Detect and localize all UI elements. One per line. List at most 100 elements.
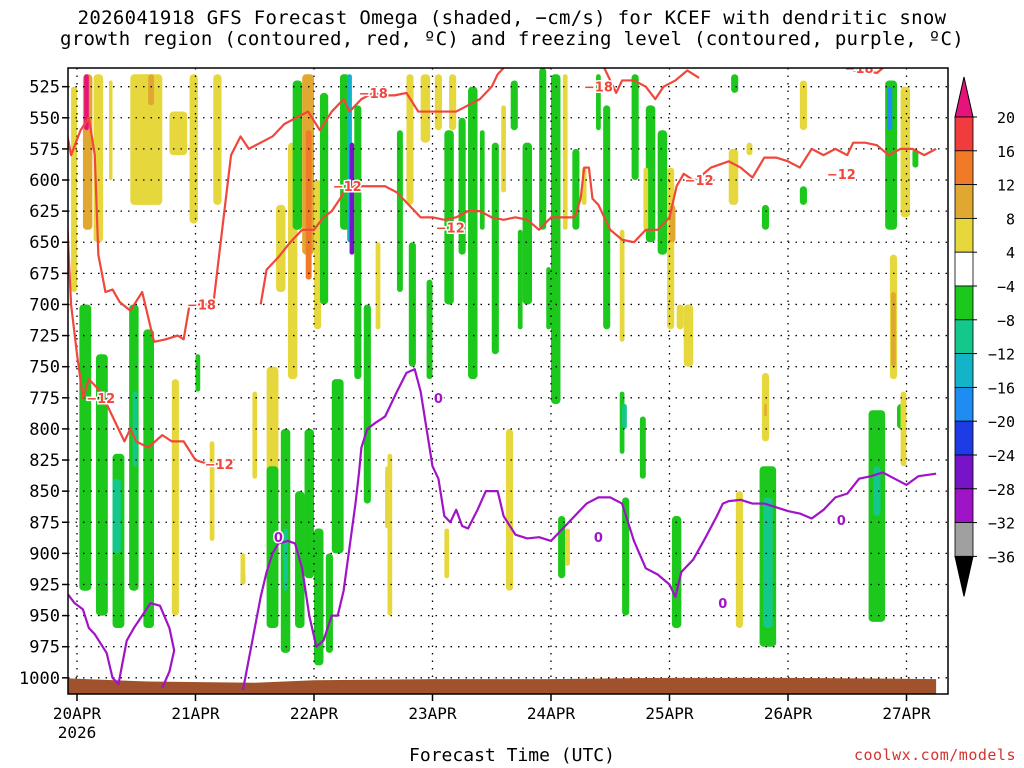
chart-title-line-2: growth region (contoured, red, ºC) and f…: [60, 28, 964, 50]
omega-shade-cell: [505, 428, 514, 591]
dendritic-contour-line: [603, 68, 700, 101]
colorbar-label: 12: [997, 177, 1015, 195]
omega-shade-cell: [266, 466, 279, 629]
colorbar-label: −32: [988, 515, 1015, 533]
omega-shade-cell: [799, 186, 807, 205]
colorbar-label: 4: [1006, 244, 1015, 262]
omega-shade-cell: [676, 304, 684, 330]
omega-shade-cell: [444, 528, 450, 579]
x-tick-label: 25APR: [645, 704, 694, 723]
freezing-level-contour-label: 0: [718, 597, 727, 612]
omega-shade-cell: [491, 142, 499, 355]
colorbar-label: 8: [1006, 210, 1015, 228]
dendritic-contour-label: −12: [205, 458, 234, 473]
y-tick-label: 875: [29, 513, 60, 533]
colorbar-top-arrow: [954, 76, 974, 118]
omega-shade-cell: [385, 466, 390, 529]
omega-shade-cell: [619, 229, 625, 342]
omega-shade-cell: [209, 441, 215, 541]
omega-shade-cell: [213, 74, 222, 205]
y-tick-label: 950: [29, 607, 60, 627]
omega-shade-cell: [622, 497, 630, 616]
colorbar-bin: [954, 217, 974, 253]
x-tick-label: 23APR: [408, 704, 457, 723]
omega-shade-cell: [539, 68, 547, 230]
omega-shade-cell: [444, 130, 454, 305]
dendritic-contour-line: [68, 216, 220, 465]
omega-shade-cell: [71, 86, 77, 293]
x-axis: 20APR 21APR 22APR 23APR 24APR 25APR 26APR 27APR…: [53, 694, 931, 742]
omega-shade-cell: [799, 80, 807, 131]
omega-shade-cell: [900, 391, 907, 467]
plot-frame: [67, 67, 949, 695]
omega-shade-cell: [761, 204, 770, 230]
omega-shade-cell: [304, 428, 314, 579]
omega-shade-cell: [522, 142, 533, 305]
colorbar-label: 20: [997, 109, 1015, 127]
y-tick-label: 925: [29, 575, 60, 595]
omega-shade-cell: [276, 204, 286, 293]
colorbar-label: −4: [997, 278, 1015, 296]
colorbar-legend: 20 16 12 8 4 −4 −8 −12 −16 −20 −24 −28 −32 −36: [954, 76, 1015, 597]
colorbar-label: −16: [988, 379, 1015, 397]
x-axis-label: Forecast Time (UTC): [409, 745, 615, 766]
colorbar-label: −36: [988, 548, 1015, 566]
freezing-level-contour-line: [241, 368, 937, 691]
omega-shade-cell: [887, 86, 893, 131]
omega-shade-cell: [314, 528, 324, 666]
omega-shade-cell: [728, 148, 739, 205]
y-tick-label: 550: [29, 109, 60, 129]
y-tick-label: 775: [29, 389, 60, 409]
colorbar-bin: [954, 488, 974, 523]
omega-shade-cell: [891, 292, 896, 367]
omega-shade-cell: [171, 379, 179, 616]
omega-shade-cell: [375, 242, 381, 330]
omega-shade-cell: [735, 491, 743, 629]
colorbar-label: −8: [997, 312, 1015, 330]
colorbar-bin: [954, 116, 974, 152]
ground-surface: [68, 677, 937, 694]
omega-shade-cell: [79, 304, 92, 591]
dendritic-contour-label: −18: [584, 81, 613, 96]
colorbar-bin: [954, 353, 974, 388]
dendritic-contour-label: −12: [827, 168, 856, 183]
colorbar-label: −24: [988, 447, 1015, 465]
omega-shade-cell: [95, 354, 108, 616]
omega-shade-cell: [283, 528, 288, 591]
y-tick-label: 650: [29, 233, 60, 253]
x-tick-label: 22APR: [290, 704, 339, 723]
dendritic-contour-line: [259, 141, 937, 305]
omega-shade-cell: [143, 329, 155, 629]
omega-shade-cell: [671, 516, 682, 629]
dendritic-contour-line: [853, 68, 884, 75]
omega-shade-cell: [325, 553, 333, 653]
omega-shade-cell: [551, 74, 561, 405]
omega-shade-cell: [510, 80, 518, 131]
omega-shade-cell: [406, 74, 414, 205]
colorbar-bin: [954, 319, 974, 354]
y-tick-label: 600: [29, 171, 60, 191]
colorbar-bottom-arrow: [954, 555, 974, 597]
omega-shade-cell: [517, 229, 523, 330]
omega-shade-cell: [84, 74, 89, 131]
omega-shade-cell: [331, 379, 344, 554]
omega-shade-cell: [562, 74, 568, 230]
omega-shade-cell: [596, 74, 601, 131]
x-tick-label: 27APR: [882, 704, 931, 723]
omega-shade-cell: [434, 74, 442, 131]
colorbar-label: −20: [988, 413, 1015, 431]
x-tick-label: 20APR: [53, 704, 102, 723]
omega-shade-cell: [622, 404, 627, 429]
x-tick-label: 21APR: [171, 704, 220, 723]
colorbar-bin: [954, 454, 974, 490]
dendritic-contour-label: −12: [685, 174, 714, 189]
dendritic-contour-label: −12: [333, 180, 362, 195]
omega-shade-cell: [683, 304, 694, 367]
omega-shade-cell: [657, 130, 668, 255]
omega-shade-cell: [558, 516, 566, 579]
omega-shade-cell: [252, 391, 258, 479]
y-tick-label: 575: [29, 140, 60, 160]
omega-shade-cell: [631, 74, 639, 181]
omega-shade-cell: [912, 148, 919, 168]
